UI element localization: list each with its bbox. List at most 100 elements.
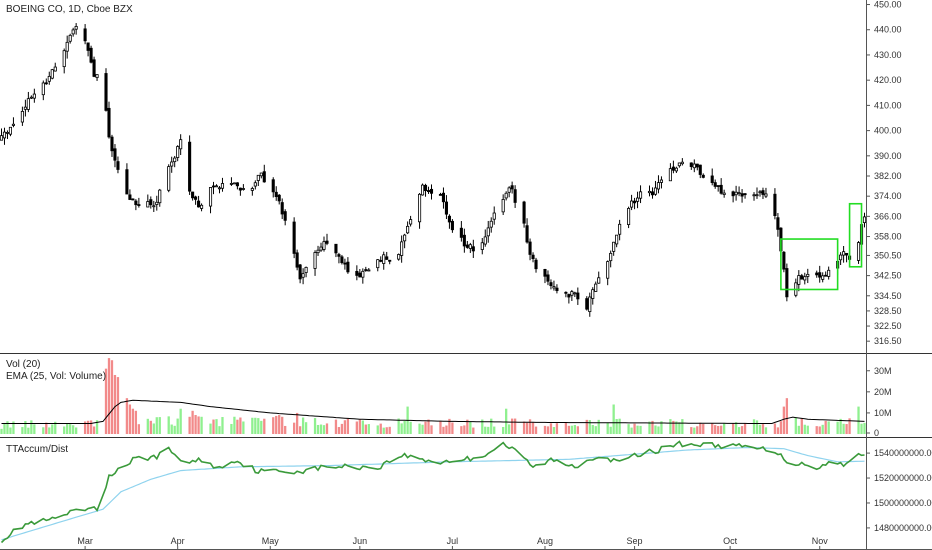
candle-body xyxy=(200,204,204,209)
volume-bar xyxy=(776,427,780,434)
candle-body xyxy=(420,184,425,196)
candle-body xyxy=(116,161,120,170)
candle-body xyxy=(382,254,386,264)
volume-bar xyxy=(564,422,568,434)
candle-body xyxy=(862,216,867,224)
volume-bar xyxy=(424,421,427,434)
candle-body xyxy=(531,254,535,259)
volume-bar xyxy=(528,419,532,434)
volume-bar xyxy=(125,398,129,434)
volume-bar xyxy=(110,360,114,434)
candle-body xyxy=(423,184,428,192)
ttaccum-tick-label: 1500000000.00 xyxy=(874,498,932,508)
volume-bar xyxy=(773,423,777,434)
candle-body xyxy=(214,185,219,188)
volume-bar xyxy=(236,419,239,434)
volume-bar xyxy=(6,421,9,434)
candle-body xyxy=(26,98,30,110)
candle-body xyxy=(29,96,33,99)
volume-bar xyxy=(469,421,472,434)
volume-bar xyxy=(660,421,663,434)
volume-bar xyxy=(681,419,684,434)
volume-bar xyxy=(9,427,12,434)
volume-bar xyxy=(612,404,615,434)
time-tick-label: Jun xyxy=(353,536,368,546)
volume-bar xyxy=(30,420,33,434)
volume-bar xyxy=(197,416,200,434)
candle-body xyxy=(95,74,99,78)
candle-body xyxy=(65,41,69,52)
candle-body xyxy=(137,204,141,206)
candle-body xyxy=(158,189,162,204)
candle-body xyxy=(0,135,4,141)
volume-bar xyxy=(346,418,350,434)
volume-bar xyxy=(337,427,341,434)
volume-bar xyxy=(146,418,149,434)
candle-body xyxy=(113,148,117,161)
volume-bar xyxy=(24,421,27,434)
ttaccum-tick-label: 1520000000.00 xyxy=(874,473,932,483)
volume-bar xyxy=(278,415,281,434)
candle-body xyxy=(238,187,242,191)
volume-bar xyxy=(128,404,132,434)
candle-body xyxy=(271,179,275,193)
volume-bar xyxy=(717,425,720,434)
volume-bar xyxy=(534,426,538,434)
volume-bar xyxy=(672,420,675,434)
candle-body xyxy=(549,282,553,287)
candle-body xyxy=(8,126,13,135)
volume-bar xyxy=(221,417,224,434)
candle-body xyxy=(492,212,496,220)
volume-bar xyxy=(215,419,218,434)
volume-bar xyxy=(484,426,487,434)
volume-bar xyxy=(588,420,591,434)
volume-bar xyxy=(779,421,783,434)
candle-body xyxy=(507,187,511,193)
candle-body xyxy=(803,276,807,281)
candle-body xyxy=(340,256,344,264)
volume-bar xyxy=(472,427,475,434)
candle-body xyxy=(734,191,738,196)
candle-body xyxy=(409,219,413,225)
candle-body xyxy=(68,34,72,42)
volume-bar xyxy=(549,423,553,434)
volume-bar xyxy=(513,418,517,434)
candle-body xyxy=(713,182,717,187)
volume-bar xyxy=(493,426,496,434)
candle-body xyxy=(131,198,135,201)
candle-body xyxy=(418,193,422,223)
candle-body xyxy=(2,131,7,139)
candle-body xyxy=(701,174,705,178)
candle-body xyxy=(761,190,765,195)
time-tick-label: Sep xyxy=(627,536,643,546)
candle-body xyxy=(450,220,454,231)
volume-bar xyxy=(651,420,654,434)
candle-body xyxy=(752,194,756,197)
candle-body xyxy=(758,191,762,194)
candle-body xyxy=(576,292,580,300)
volume-bar xyxy=(531,422,535,434)
candle-body xyxy=(797,275,801,285)
candle-body xyxy=(44,82,48,85)
candle-body xyxy=(504,192,508,199)
candle-body xyxy=(355,270,359,276)
time-tick-label: Jul xyxy=(447,536,459,546)
volume-bar xyxy=(194,415,197,434)
volume-bar xyxy=(591,424,594,434)
candle-body xyxy=(71,29,75,35)
volume-bar xyxy=(463,425,466,434)
candle-body xyxy=(128,194,132,200)
candle-body xyxy=(167,166,171,191)
candle-body xyxy=(197,200,201,208)
candle-body xyxy=(782,251,786,270)
volume-bar xyxy=(636,425,639,434)
volume-bar xyxy=(442,426,445,434)
volume-bar xyxy=(63,426,66,434)
volume-bar xyxy=(295,412,299,434)
volume-bar xyxy=(585,419,588,434)
candle-body xyxy=(510,185,514,190)
highlight-box xyxy=(780,238,839,291)
candle-body xyxy=(650,191,655,196)
price-tick-label: 342.50 xyxy=(874,271,902,281)
